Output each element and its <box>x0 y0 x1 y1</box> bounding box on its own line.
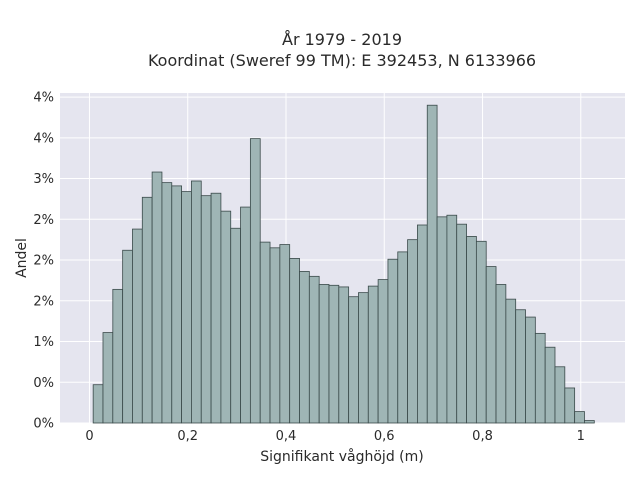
y-ticks: 0% 0% 1% 2% 2% 2% 3% 4% 4% <box>33 91 54 432</box>
chart-title-line2: Koordinat (Sweref 99 TM): E 392453, N 61… <box>148 51 536 70</box>
y-tick-label-1: 0% <box>33 376 54 391</box>
bar-42 <box>505 298 517 424</box>
y-tick-label-5: 2% <box>33 213 54 228</box>
bar-31 <box>397 251 408 424</box>
bar-8 <box>171 185 182 424</box>
bar-43 <box>515 309 526 424</box>
bar-36 <box>446 214 458 424</box>
bar-30 <box>387 258 399 424</box>
x-tick-label-2: 0,4 <box>276 429 297 444</box>
y-tick-label-3: 2% <box>33 294 54 309</box>
bar-19 <box>279 244 291 424</box>
x-tick-label-1: 0,2 <box>177 429 198 444</box>
y-tick-label-6: 3% <box>33 172 54 187</box>
bar-34 <box>426 104 438 424</box>
bar-35 <box>436 216 448 424</box>
bar-25 <box>338 286 350 424</box>
bar-23 <box>318 284 330 424</box>
bar-39 <box>475 240 487 424</box>
x-axis-label: Signifikant våghöjd (m) <box>260 448 423 465</box>
bar-50 <box>584 420 595 424</box>
bar-41 <box>495 284 507 424</box>
bar-20 <box>289 258 300 424</box>
x-ticks: 0 0,2 0,4 0,6 0,8 1 <box>85 429 585 444</box>
bar-9 <box>181 191 192 424</box>
bar-33 <box>417 224 428 424</box>
bar-46 <box>544 346 556 424</box>
bar-11 <box>200 195 212 424</box>
bar-4 <box>132 228 143 424</box>
bar-44 <box>525 316 536 424</box>
bar-26 <box>348 296 359 424</box>
bar-14 <box>230 227 241 424</box>
bar-22 <box>308 275 320 424</box>
bar-47 <box>554 366 566 424</box>
bar-15 <box>240 206 251 424</box>
bar-5 <box>141 196 153 424</box>
bar-37 <box>456 223 467 424</box>
bar-45 <box>534 332 546 424</box>
bar-2 <box>112 288 124 424</box>
bar-1 <box>102 332 114 424</box>
bar-16 <box>249 138 261 424</box>
bar-12 <box>210 192 222 424</box>
bar-24 <box>328 284 340 424</box>
bar-3 <box>122 249 133 424</box>
bar-17 <box>259 241 271 424</box>
y-tick-label-7: 4% <box>33 131 54 146</box>
x-tick-label-0: 0 <box>85 429 93 444</box>
y-tick-label-2: 1% <box>33 335 54 350</box>
x-tick-label-5: 1 <box>577 429 585 444</box>
bar-32 <box>407 239 418 424</box>
x-tick-label-4: 0,8 <box>472 429 493 444</box>
y-tick-label-8: 4% <box>33 91 54 106</box>
bar-6 <box>151 171 163 424</box>
bars-layer <box>92 104 595 424</box>
bar-48 <box>564 387 576 424</box>
y-tick-label-4: 2% <box>33 254 54 269</box>
bar-29 <box>377 279 389 424</box>
bar-28 <box>367 285 379 424</box>
y-tick-label-0: 0% <box>33 417 54 432</box>
chart-title-line1: År 1979 - 2019 <box>282 30 402 49</box>
bar-21 <box>299 271 310 424</box>
y-axis-label: Andel <box>14 238 30 278</box>
bar-7 <box>161 182 173 424</box>
x-tick-label-3: 0,6 <box>374 429 395 444</box>
bar-49 <box>574 411 585 424</box>
bar-27 <box>358 292 369 424</box>
bar-18 <box>269 247 281 424</box>
bar-38 <box>466 236 477 424</box>
bar-0 <box>92 384 104 424</box>
bar-40 <box>485 266 497 424</box>
bar-10 <box>191 180 202 424</box>
bar-13 <box>220 210 232 424</box>
